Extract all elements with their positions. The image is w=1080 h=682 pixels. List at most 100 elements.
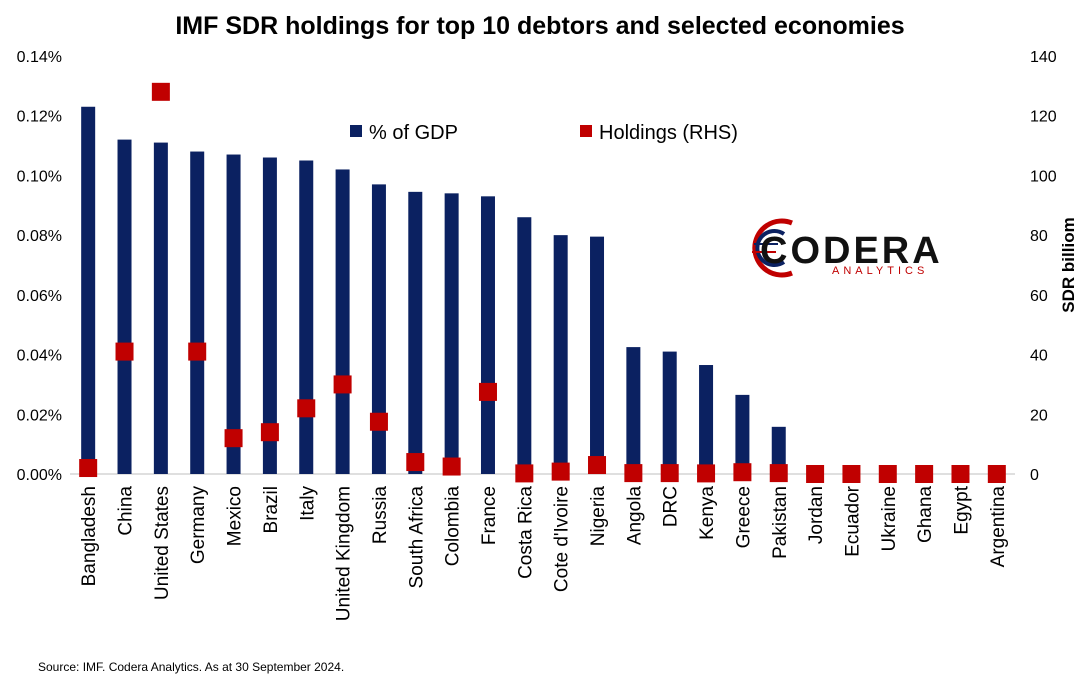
holdings-marker xyxy=(115,342,134,361)
left-tick-label: 0.04% xyxy=(17,348,62,365)
right-tick-label: 20 xyxy=(1030,407,1048,424)
bar xyxy=(335,169,350,474)
holdings-marker xyxy=(188,342,207,361)
category-label: Germany xyxy=(188,486,209,565)
legend-swatch-bar xyxy=(350,125,362,137)
bar xyxy=(590,236,605,474)
holdings-marker xyxy=(951,465,970,483)
holdings-marker xyxy=(224,429,243,448)
bar xyxy=(190,151,205,475)
category-label: Angola xyxy=(624,486,645,546)
left-tick-label: 0.02% xyxy=(17,407,62,424)
left-tick-label: 0.12% xyxy=(17,109,62,126)
holdings-marker xyxy=(624,464,643,483)
bar xyxy=(553,235,568,474)
holdings-marker xyxy=(915,465,934,483)
holdings-marker xyxy=(769,464,788,483)
legend-label-bar: % of GDP xyxy=(369,122,458,144)
category-label: Costa Rica xyxy=(515,486,536,579)
category-label: Pakistan xyxy=(770,486,791,559)
category-label: Jordan xyxy=(806,486,827,544)
bar xyxy=(299,160,314,474)
category-label: Bangladesh xyxy=(79,486,100,586)
holdings-marker xyxy=(551,462,570,481)
codera-logo: CODERA ANALYTICS xyxy=(752,218,943,278)
right-tick-label: 60 xyxy=(1030,288,1048,305)
bar xyxy=(699,365,714,474)
holdings-marker xyxy=(515,464,534,483)
category-label: DRC xyxy=(661,486,682,527)
holdings-marker xyxy=(260,423,279,442)
holdings-marker xyxy=(806,465,825,483)
right-tick-label: 140 xyxy=(1030,49,1057,66)
left-tick-label: 0.00% xyxy=(17,467,62,484)
bar xyxy=(771,426,786,474)
category-label: Nigeria xyxy=(588,486,609,547)
right-tick-label: 40 xyxy=(1030,348,1048,365)
holdings-marker xyxy=(369,412,388,431)
category-label: Greece xyxy=(733,486,754,548)
holdings-marker xyxy=(478,382,497,401)
right-axis-ticks: 0 20 40 60 80 100 120 140 xyxy=(1030,49,1057,484)
bar xyxy=(444,193,459,475)
category-labels: Bangladesh China United States Germany Mexic… xyxy=(79,485,1009,621)
right-tick-label: 0 xyxy=(1030,467,1039,484)
right-tick-label: 100 xyxy=(1030,168,1057,185)
bar xyxy=(117,139,132,474)
category-label: Italy xyxy=(297,486,318,521)
bar xyxy=(517,217,532,474)
category-label: Ecuador xyxy=(842,485,863,556)
source-note: Source: IMF. Codera Analytics. As at 30 … xyxy=(38,660,345,674)
category-label: United Kingdom xyxy=(334,486,355,621)
legend-label-marker: Holdings (RHS) xyxy=(599,122,738,144)
category-label: Ghana xyxy=(915,486,936,543)
left-tick-label: 0.06% xyxy=(17,288,62,305)
bar xyxy=(262,157,277,474)
bar xyxy=(662,351,677,474)
logo-sub: ANALYTICS xyxy=(832,265,928,277)
logo-name: CODERA xyxy=(760,230,943,272)
category-label: Mexico xyxy=(225,486,246,546)
category-label: Russia xyxy=(370,486,391,545)
right-tick-label: 80 xyxy=(1030,228,1048,245)
category-label: China xyxy=(116,486,137,536)
holdings-marker xyxy=(297,399,316,418)
left-tick-label: 0.10% xyxy=(17,168,62,185)
left-axis-ticks: 0.00% 0.02% 0.04% 0.06% 0.08% 0.10% 0.12% 0.14% xyxy=(17,49,62,484)
bar xyxy=(408,191,423,474)
left-tick-label: 0.14% xyxy=(17,49,62,66)
category-label: Cote d'Ivoire xyxy=(552,486,573,592)
bar xyxy=(626,347,641,474)
legend-swatch-marker xyxy=(580,125,592,137)
category-label: Kenya xyxy=(697,486,718,540)
bar xyxy=(371,184,386,474)
bar xyxy=(153,142,168,475)
holdings-marker xyxy=(660,464,679,483)
bar-series-pct-gdp xyxy=(81,106,786,475)
holdings-marker xyxy=(442,457,461,476)
codera-logo-mark-icon xyxy=(752,218,793,278)
holdings-marker xyxy=(842,465,861,483)
category-label: Egypt xyxy=(951,485,972,534)
holdings-marker xyxy=(878,465,897,483)
left-tick-label: 0.08% xyxy=(17,228,62,245)
category-label: Argentina xyxy=(988,486,1009,568)
category-label: United States xyxy=(152,486,173,600)
bar xyxy=(735,394,750,474)
category-label: Brazil xyxy=(261,486,282,534)
marker-series-holdings xyxy=(79,82,1006,483)
category-label: South Africa xyxy=(406,486,427,589)
bar xyxy=(226,154,241,474)
legend: % of GDP Holdings (RHS) xyxy=(350,122,738,144)
holdings-marker xyxy=(588,456,607,475)
right-axis-title: SDR billiom xyxy=(1059,217,1078,312)
holdings-marker xyxy=(79,459,98,478)
right-tick-label: 120 xyxy=(1030,109,1057,126)
holdings-marker xyxy=(406,453,425,472)
holdings-marker xyxy=(697,464,716,483)
chart-title: IMF SDR holdings for top 10 debtors and … xyxy=(175,12,905,40)
holdings-marker xyxy=(333,375,352,394)
bar xyxy=(480,196,495,475)
category-label: Ukraine xyxy=(879,486,900,551)
